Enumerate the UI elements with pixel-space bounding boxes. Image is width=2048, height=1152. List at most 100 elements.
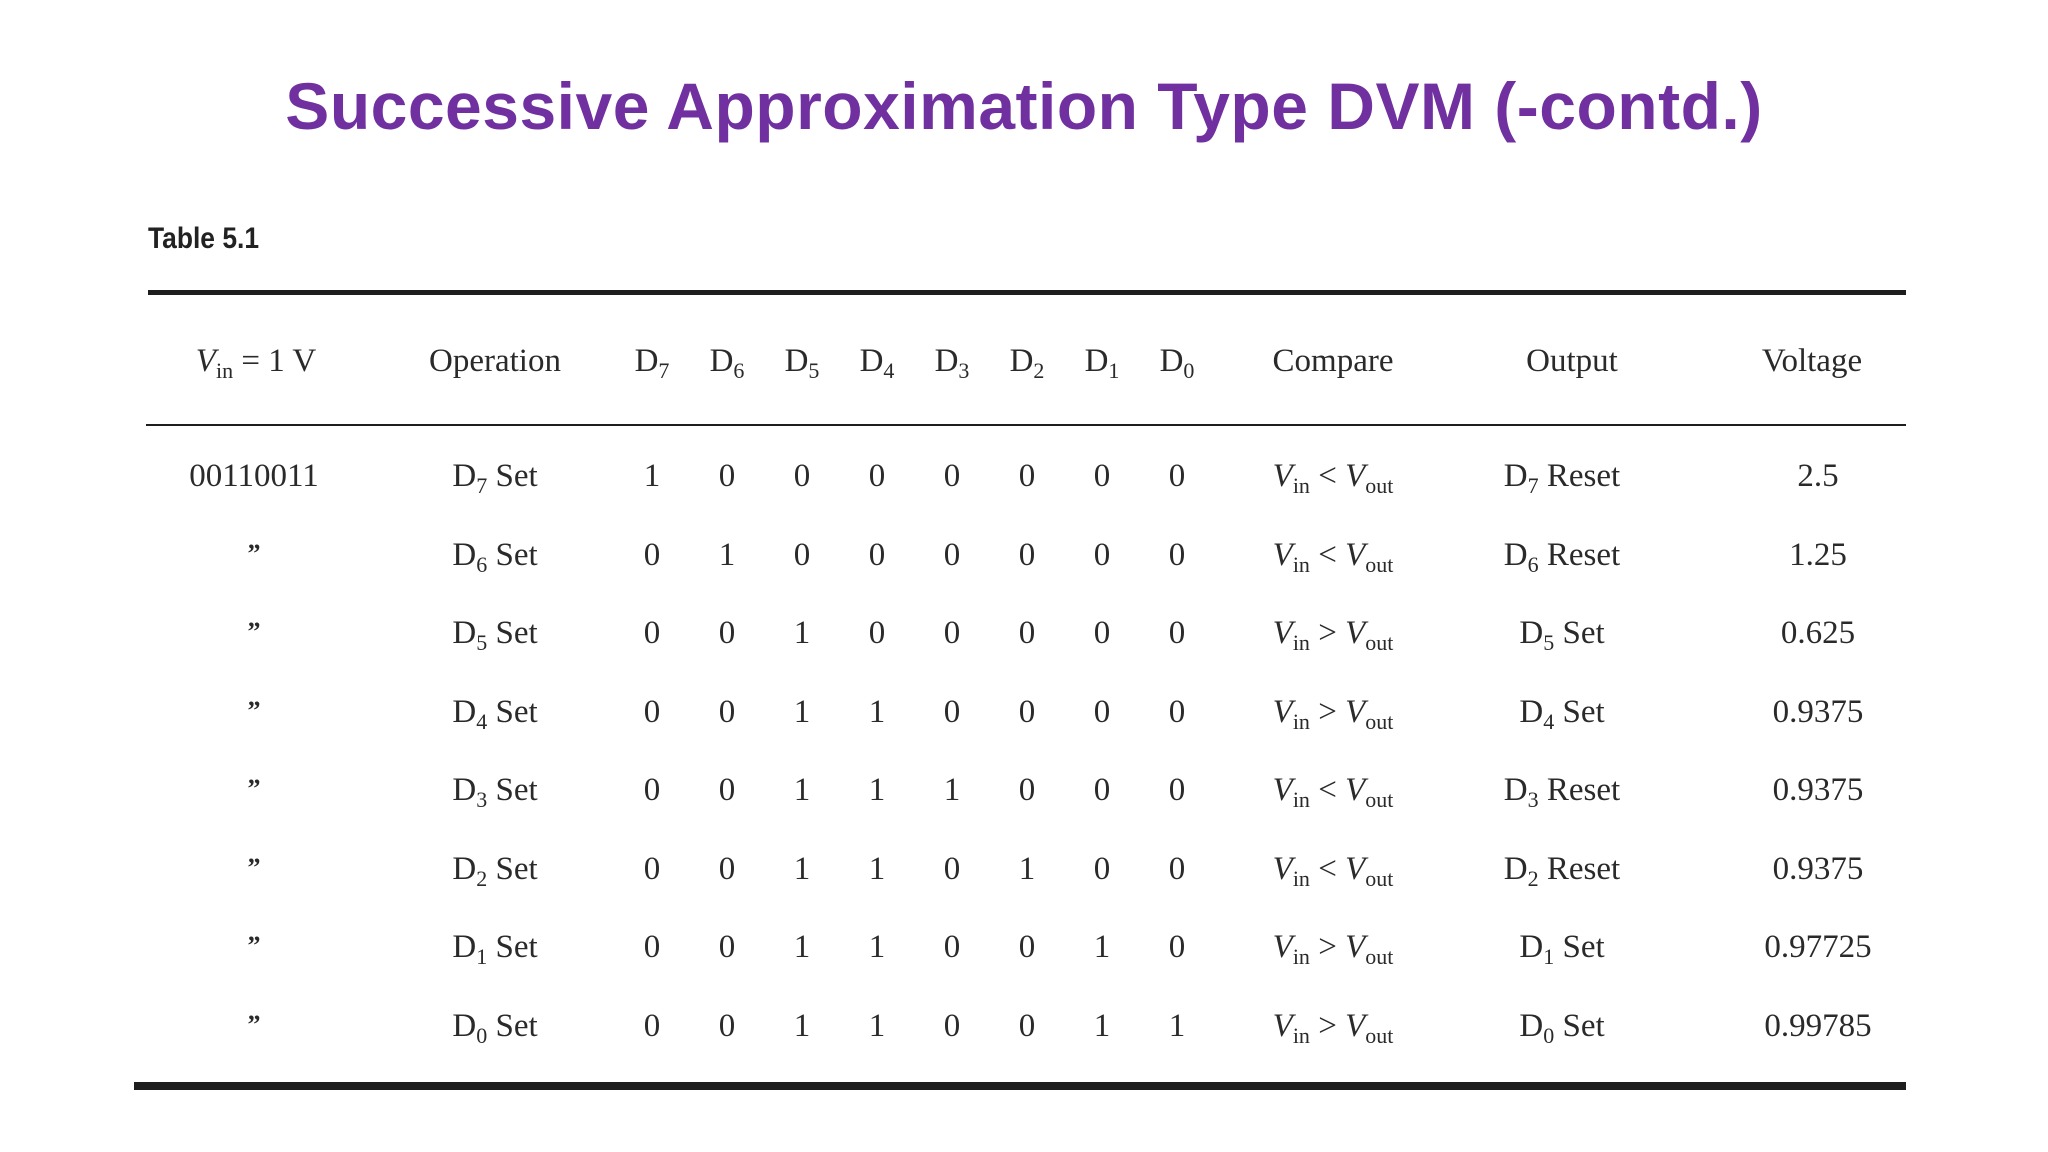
cell-bit: 0 <box>1168 851 1186 887</box>
output-word: Set <box>1554 1008 1605 1044</box>
compare-left-sub: in <box>1292 630 1310 655</box>
cell-bit: 0 <box>718 615 736 651</box>
compare-left-sub: in <box>1292 709 1310 734</box>
cell-bit: 0 <box>1168 772 1186 808</box>
compare-left: V <box>1272 537 1293 573</box>
header-bit-5: D5 <box>784 343 820 382</box>
cell-bit: 0 <box>1168 458 1186 494</box>
header-bit-base: D <box>1009 343 1034 379</box>
operation-bit-sub: 2 <box>476 866 488 891</box>
compare-left: V <box>1272 772 1293 808</box>
slide-title: Successive Approximation Type DVM (-cont… <box>285 69 1763 143</box>
cell-voltage: 1.25 <box>1789 537 1847 573</box>
cell-bit: 0 <box>718 851 736 887</box>
output-bit-sub: 4 <box>1543 709 1555 734</box>
cell-bit: 0 <box>718 694 736 730</box>
cell-bit: 0 <box>643 615 661 651</box>
cell-bit: 1 <box>868 851 886 887</box>
cell-compare: Vin > Vout <box>1273 1010 1394 1047</box>
cell-bit: 0 <box>718 1008 736 1044</box>
output-bit: D <box>1519 694 1544 730</box>
cell-bit: 0 <box>1093 694 1111 730</box>
operation-bit: D <box>452 1008 477 1044</box>
cell-bit: 1 <box>943 772 961 808</box>
cell-bit: 0 <box>643 851 661 887</box>
header-bit-6: D6 <box>710 345 745 382</box>
compare-operator: < <box>1309 772 1346 808</box>
cell-bit: 0 <box>943 929 961 965</box>
cell-bit: 0 <box>868 537 886 573</box>
compare-right-sub: out <box>1365 709 1394 734</box>
header-bit-3: D3 <box>935 345 970 382</box>
cell-bit: 0 <box>1018 694 1036 730</box>
cell-compare: Vin < Vout <box>1273 853 1394 890</box>
cell-voltage: 0.9375 <box>1772 694 1864 730</box>
cell-operation: D2 Set <box>452 853 537 890</box>
compare-right: V <box>1345 929 1366 965</box>
operation-word: Set <box>487 537 538 573</box>
compare-right: V <box>1345 458 1366 494</box>
cell-bit: 0 <box>1018 929 1036 965</box>
cell-vin: ” <box>247 617 261 646</box>
cell-bit: 1 <box>1168 1008 1186 1044</box>
cell-bit: 0 <box>643 1008 661 1044</box>
cell-bit: 0 <box>1093 851 1111 887</box>
cell-bit: 1 <box>793 772 811 808</box>
cell-bit: 0 <box>718 772 736 808</box>
cell-bit: 1 <box>793 615 811 651</box>
cell-voltage: 0.625 <box>1780 615 1856 651</box>
cell-bit: 0 <box>718 929 736 965</box>
cell-compare: Vin > Vout <box>1273 696 1394 733</box>
cell-operation: D7 Set <box>452 460 537 497</box>
cell-voltage: 0.97725 <box>1764 929 1872 965</box>
compare-left: V <box>1272 929 1293 965</box>
cell-bit: 1 <box>1093 929 1111 965</box>
cell-bit: 0 <box>1093 615 1111 651</box>
operation-bit-sub: 3 <box>476 787 488 812</box>
operation-word: Set <box>487 694 538 730</box>
output-bit: D <box>1519 929 1544 965</box>
cell-bit: 1 <box>868 929 886 965</box>
table-header-rule <box>146 424 1906 426</box>
header-bit-sub: 1 <box>1108 358 1120 383</box>
compare-left-sub: in <box>1292 1023 1310 1048</box>
cell-bit: 1 <box>793 929 811 965</box>
header-bit-base: D <box>1159 343 1184 379</box>
cell-bit: 0 <box>943 537 961 573</box>
output-bit-sub: 3 <box>1527 787 1539 812</box>
cell-bit: 1 <box>868 1008 886 1044</box>
operation-bit: D <box>452 772 477 808</box>
header-bit-0: D0 <box>1159 343 1195 382</box>
cell-bit: 0 <box>1018 537 1036 573</box>
compare-operator: > <box>1309 615 1346 651</box>
header-vin: Vin = 1 V <box>196 345 316 382</box>
output-bit: D <box>1503 772 1528 808</box>
cell-operation: D3 Set <box>452 772 537 811</box>
cell-vin: ” <box>247 774 261 803</box>
cell-bit: 0 <box>943 458 961 494</box>
operation-word: Set <box>487 929 538 965</box>
cell-vin: ” <box>247 539 261 568</box>
compare-left-sub: in <box>1292 944 1310 969</box>
cell-bit: 0 <box>943 1008 961 1044</box>
cell-output: D1 Set <box>1519 929 1604 968</box>
output-bit-sub: 5 <box>1543 630 1555 655</box>
cell-output: D3 Reset <box>1503 772 1620 811</box>
output-bit: D <box>1503 851 1528 887</box>
table-bottom-rule <box>134 1082 1906 1090</box>
compare-right-sub: out <box>1365 944 1394 969</box>
cell-bit: 1 <box>793 851 811 887</box>
output-bit: D <box>1519 1008 1544 1044</box>
header-bit-4: D4 <box>860 345 895 382</box>
operation-bit-sub: 7 <box>476 473 488 498</box>
header-bit-base: D <box>784 343 809 379</box>
header-bit-base: D <box>634 343 659 379</box>
cell-operation: D4 Set <box>452 694 538 733</box>
header-bit-base: D <box>1084 343 1109 379</box>
cell-output: D7 Reset <box>1504 460 1620 497</box>
cell-bit: 0 <box>943 615 961 651</box>
cell-bit: 0 <box>1093 458 1111 494</box>
cell-compare: Vin < Vout <box>1273 458 1394 497</box>
output-bit-sub: 7 <box>1527 473 1539 498</box>
cell-bit: 0 <box>1093 772 1111 808</box>
